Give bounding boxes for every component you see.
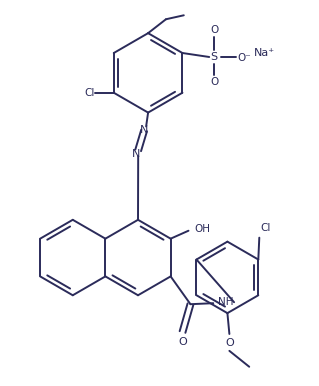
Text: NH: NH [219, 297, 234, 307]
Text: O: O [225, 338, 234, 348]
Text: O⁻: O⁻ [237, 53, 251, 63]
Text: O: O [210, 77, 218, 87]
Text: Cl: Cl [260, 223, 271, 233]
Text: O: O [178, 337, 187, 347]
Text: Na⁺: Na⁺ [254, 48, 275, 58]
Text: OH: OH [194, 224, 210, 234]
Text: N: N [132, 149, 140, 159]
Text: S: S [211, 52, 218, 62]
Text: O: O [210, 25, 218, 35]
Text: Cl: Cl [85, 88, 95, 98]
Text: N: N [140, 125, 148, 135]
